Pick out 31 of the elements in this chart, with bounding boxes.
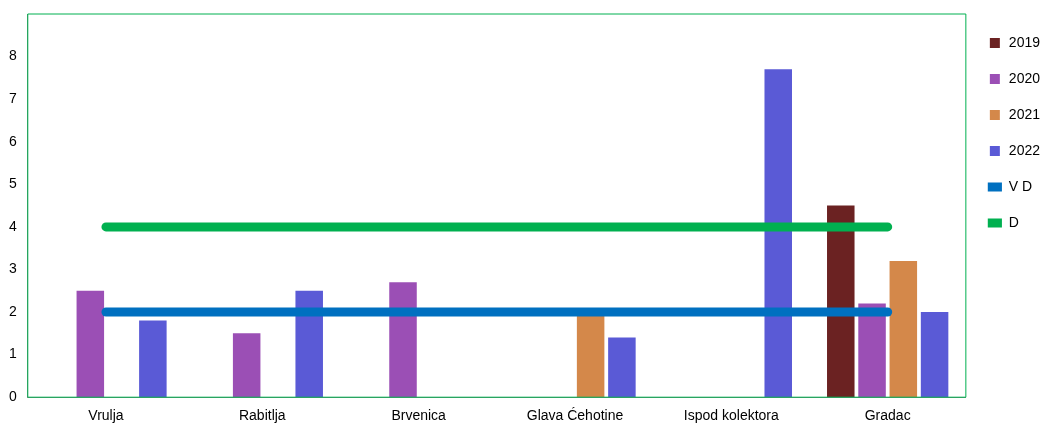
x-tick-label: Ispod kolektora — [683, 407, 780, 424]
legend-label: 2019 — [1008, 33, 1041, 50]
y-tick-label: 8 — [8, 47, 17, 64]
x-tick-label: Vrulja — [88, 407, 124, 424]
bar — [232, 333, 261, 398]
y-tick-label: 4 — [8, 217, 17, 234]
legend-label: D — [1008, 213, 1019, 230]
legend-label: 2022 — [1008, 141, 1041, 158]
bar — [889, 260, 918, 398]
legend-label: 2020 — [1008, 69, 1041, 86]
y-tick-label: 7 — [8, 90, 17, 107]
bar — [858, 303, 886, 398]
y-tick-label: 5 — [8, 175, 17, 192]
bar — [764, 69, 792, 398]
y-tick-label: 0 — [8, 388, 17, 405]
legend-label: 2021 — [1008, 105, 1041, 122]
y-tick-label: 6 — [8, 132, 17, 149]
y-tick-label: 3 — [8, 260, 17, 277]
bar — [920, 312, 949, 398]
bar — [389, 282, 417, 398]
bar — [139, 320, 167, 398]
legend-label: V D — [1008, 177, 1033, 194]
y-tick-label: 1 — [8, 345, 17, 362]
bar — [295, 290, 323, 398]
bar — [608, 337, 636, 398]
x-tick-label: Rabitlja — [238, 407, 286, 424]
x-tick-label: Glava Ćehotine — [526, 407, 624, 424]
x-tick-label: Brvenica — [391, 407, 447, 424]
bar — [76, 290, 105, 398]
y-tick-label: 2 — [8, 302, 17, 319]
x-tick-label: Gradac — [864, 407, 911, 424]
